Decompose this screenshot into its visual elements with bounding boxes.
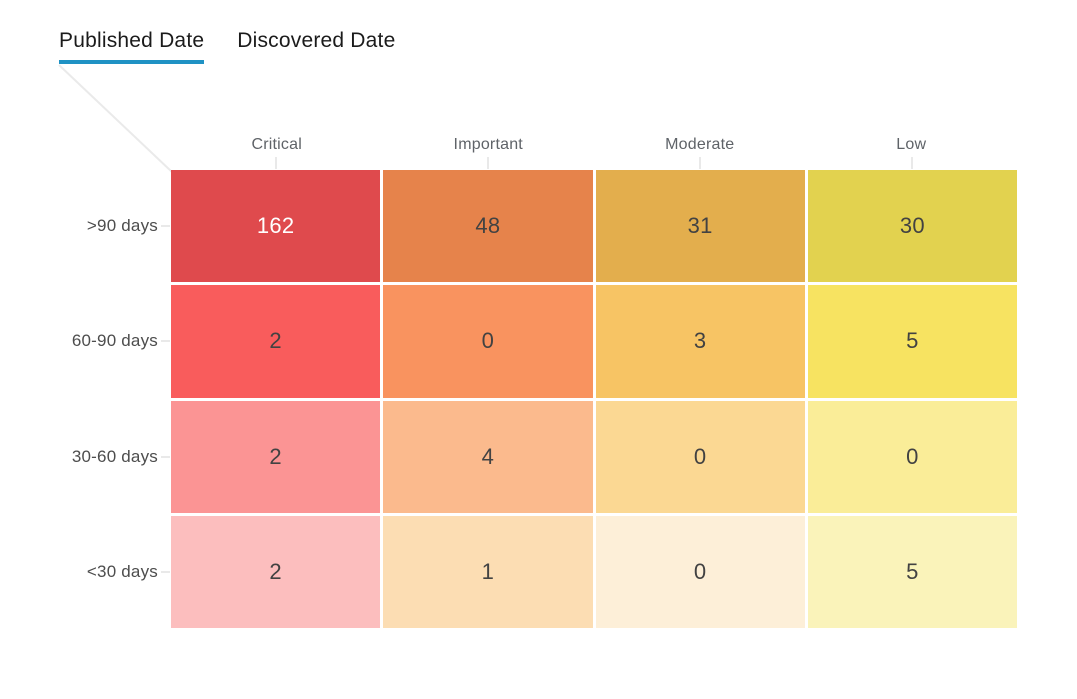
- column-tick: [486, 157, 489, 169]
- heatmap-cell[interactable]: 5: [807, 515, 1017, 628]
- tab-bar: Published Date Discovered Date: [59, 28, 395, 64]
- heatmap-cell[interactable]: 0: [595, 515, 805, 628]
- heatmap-cell[interactable]: 2: [171, 285, 381, 398]
- heatmap-cell[interactable]: 2: [171, 400, 381, 513]
- column-tick: [699, 157, 702, 169]
- heatmap-cell[interactable]: 1: [383, 515, 593, 628]
- column-header: Low: [896, 136, 927, 153]
- heatmap-cell[interactable]: 3: [595, 285, 805, 398]
- heatmap-grid: 162 48 31 30 2 0 3 5 2 4 0 0 2 1 0 5: [171, 170, 1017, 628]
- row-label: >90 days: [86, 216, 158, 236]
- heatmap-cell[interactable]: 4: [383, 400, 593, 513]
- column-header: Critical: [251, 136, 302, 153]
- heatmap-cell[interactable]: 0: [595, 400, 805, 513]
- column-header: Important: [453, 136, 523, 153]
- heatmap-cell[interactable]: 162: [171, 170, 381, 283]
- heatmap-cell[interactable]: 2: [171, 515, 381, 628]
- tab-discovered-date[interactable]: Discovered Date: [237, 29, 396, 52]
- column-headers: Critical Important Moderate Low: [171, 136, 1017, 158]
- row-labels: >90 days 60-90 days 30-60 days <30 days: [0, 170, 158, 628]
- row-label: 60-90 days: [71, 331, 158, 351]
- heatmap-cell[interactable]: 5: [807, 285, 1017, 398]
- heatmap-cell[interactable]: 48: [383, 170, 593, 283]
- tab-published-date[interactable]: Published Date: [59, 28, 205, 64]
- heatmap-cell[interactable]: 31: [595, 170, 805, 283]
- connector-line: [58, 64, 173, 173]
- row-label: <30 days: [86, 561, 158, 581]
- column-header: Moderate: [665, 136, 735, 153]
- column-tick: [274, 157, 277, 169]
- heatmap-cell[interactable]: 30: [807, 170, 1017, 283]
- row-tick: [161, 455, 170, 458]
- heatmap-cell[interactable]: 0: [383, 285, 593, 398]
- row-tick: [161, 570, 170, 573]
- heatmap-cell[interactable]: 0: [807, 400, 1017, 513]
- row-label: 30-60 days: [71, 446, 158, 466]
- row-tick: [161, 225, 170, 228]
- row-tick: [161, 340, 170, 343]
- column-tick: [911, 157, 914, 169]
